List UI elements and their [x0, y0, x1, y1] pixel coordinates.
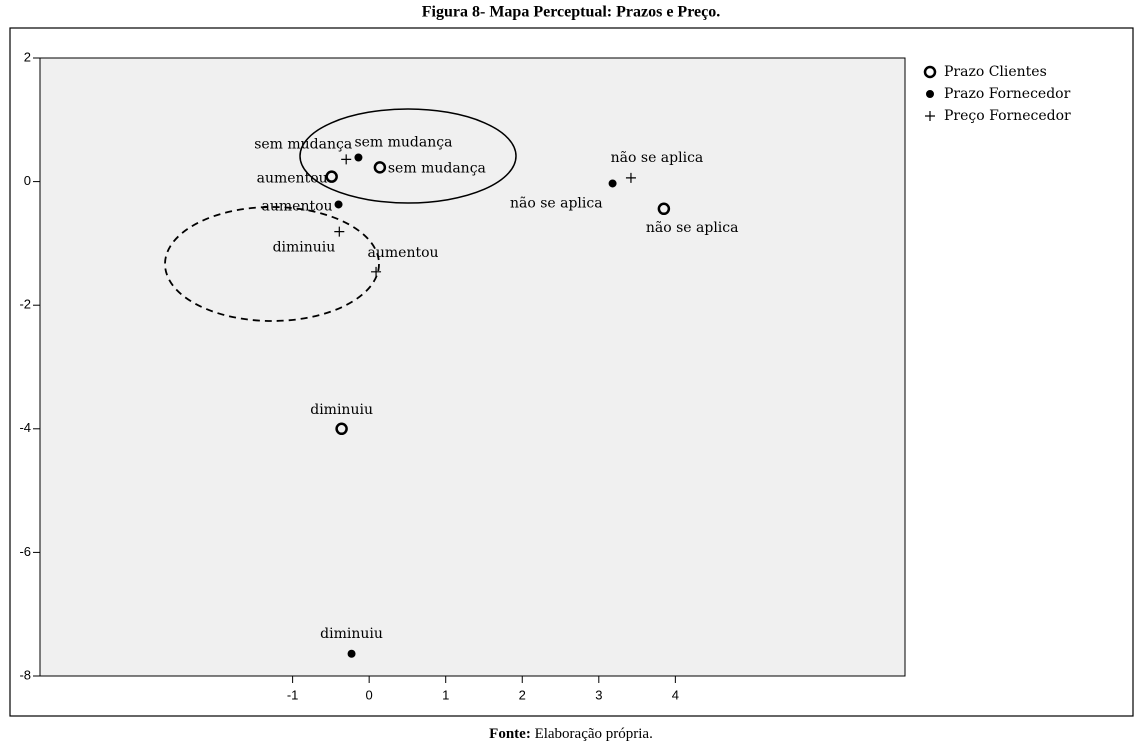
point-label: diminuiu	[320, 626, 383, 642]
point-label: não se aplica	[611, 150, 704, 166]
legend-marker	[923, 65, 937, 79]
point	[657, 202, 671, 216]
figure-title: Figura 8- Mapa Perceptual: Prazos e Preç…	[422, 4, 720, 21]
x-tick-label: -1	[287, 687, 299, 702]
point-label: aumentou	[257, 171, 328, 187]
point-label: não se aplica	[646, 220, 739, 236]
point	[334, 226, 345, 237]
point	[608, 179, 617, 188]
point	[371, 266, 382, 277]
point	[373, 161, 387, 174]
legend-marker	[926, 90, 934, 98]
point-label: sem mudança	[388, 160, 486, 176]
source: Fonte: Elaboração própria.	[489, 726, 653, 742]
legend-label: Prazo Fornecedor	[944, 86, 1071, 102]
point-label: diminuiu	[310, 402, 373, 418]
legend-label: Preço Fornecedor	[944, 108, 1071, 124]
legend-label: Prazo Clientes	[944, 64, 1047, 80]
source-text: Elaboração própria.	[535, 726, 653, 742]
y-tick-label: 0	[24, 173, 31, 188]
point	[625, 172, 636, 183]
point-label: sem mudança	[254, 136, 352, 152]
y-tick-label: -6	[19, 544, 31, 559]
point	[334, 200, 343, 209]
highlight-ellipse-dashed	[164, 206, 380, 322]
legend-marker	[925, 111, 935, 121]
y-tick-label: -8	[19, 667, 31, 682]
point-label: aumentou	[262, 198, 333, 214]
y-tick-label: -2	[19, 297, 31, 312]
x-tick-label: 0	[366, 687, 373, 702]
point	[354, 153, 363, 162]
point	[347, 649, 356, 658]
point	[341, 154, 352, 165]
x-tick-label: 1	[442, 687, 449, 702]
x-tick-label: 2	[519, 687, 526, 702]
point-label: sem mudança	[354, 134, 452, 150]
plot-area	[39, 57, 906, 677]
point-label: diminuiu	[273, 240, 336, 256]
highlight-ellipse	[299, 108, 517, 204]
point-label: não se aplica	[510, 195, 603, 211]
y-tick-label: -4	[19, 420, 31, 435]
source-label: Fonte:	[489, 726, 531, 742]
point	[325, 170, 338, 183]
x-tick-label: 3	[595, 687, 602, 702]
x-tick-label: 4	[672, 687, 679, 702]
y-tick-label: 2	[24, 49, 31, 64]
point	[335, 422, 348, 436]
point-label: aumentou	[368, 245, 439, 261]
